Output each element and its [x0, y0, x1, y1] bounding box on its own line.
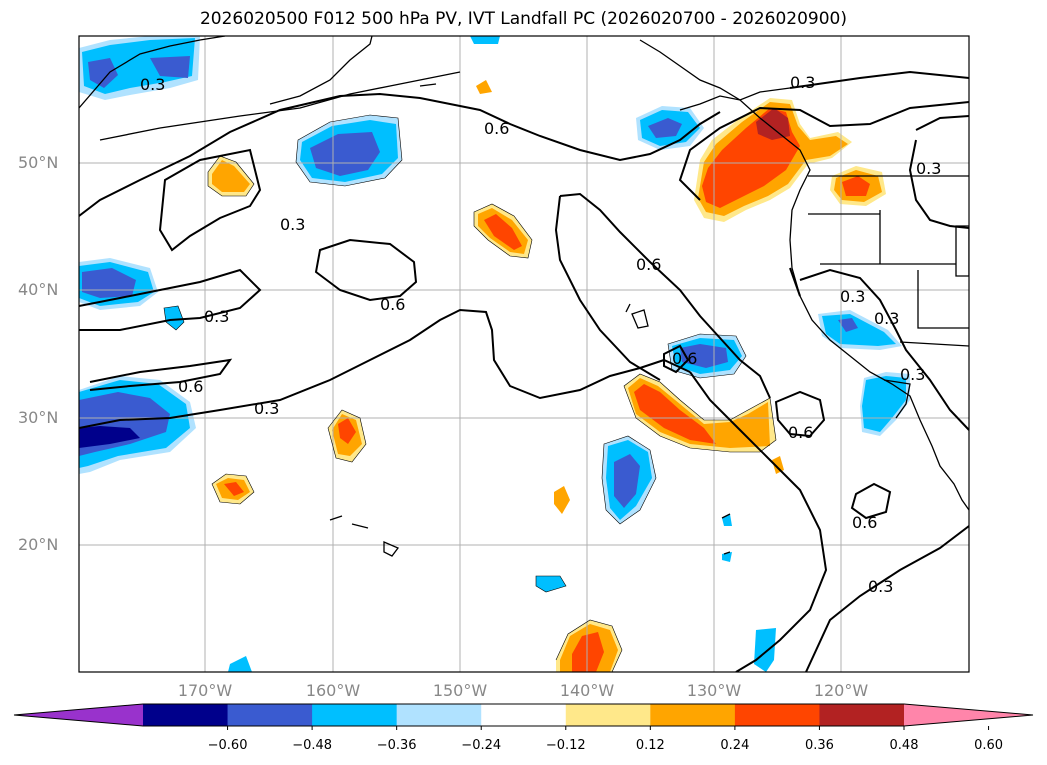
contour-0p6-long: [559, 192, 771, 399]
colorbar-segment: [650, 704, 736, 726]
colorbar-segment: [312, 704, 398, 726]
contour-0p6-west: [89, 358, 233, 391]
colorbar-segment: [143, 704, 229, 726]
contour-label: 0.3: [840, 287, 865, 306]
contour-0p6-se-b: [850, 482, 892, 520]
colorbar-tick-label: 0.36: [804, 738, 834, 753]
colorbar-tick-label: −0.36: [376, 738, 417, 753]
lon-label-170w: 170°W: [177, 681, 233, 700]
contour-label: 0.6: [852, 513, 877, 532]
contour-label: 0.6: [636, 255, 661, 274]
contour-label: 0.6: [788, 423, 813, 442]
colorbar-tick-label: 0.60: [974, 738, 1004, 753]
contour-label: 0.3: [204, 307, 229, 326]
colorbar-segment: [227, 704, 313, 726]
lon-label-150w: 150°W: [432, 681, 488, 700]
contour-label: 0.3: [874, 309, 899, 328]
contour-0p3-ne: [915, 115, 969, 131]
colorbar-segment: [481, 704, 567, 726]
lat-label-20n: 20°N: [18, 535, 59, 554]
colorbar-tick-label: 0.24: [720, 738, 750, 753]
lat-label-40n: 40°N: [18, 280, 59, 299]
map-background: [79, 36, 969, 672]
gridlines: [79, 36, 969, 672]
contour-label: 0.3: [916, 159, 941, 178]
colorbar-tick-label: −0.12: [545, 738, 586, 753]
contour-0p3-west: [158, 148, 262, 252]
blob-outlines: [163, 114, 777, 672]
colorbar-tick-label: −0.24: [461, 738, 502, 753]
contour-0p3-inland: [799, 268, 969, 431]
coastlines: [79, 36, 969, 557]
contour-0p3-inner: [789, 267, 801, 297]
lon-label-130w: 130°W: [686, 681, 742, 700]
contour-label: 0.3: [868, 577, 893, 596]
contour-0p3-sw: [805, 525, 969, 672]
lon-label-140w: 140°W: [559, 681, 615, 700]
contour-0p3-east: [789, 70, 969, 89]
colorbar-tick-label: −0.48: [292, 738, 333, 753]
contour-label: 0.3: [280, 215, 305, 234]
contour-0p6-se: [774, 390, 826, 438]
colorbar-tick-label: 0.48: [889, 738, 919, 753]
ivt-contours: [79, 70, 969, 672]
colorbar-segment: [819, 704, 905, 726]
contour-0p6-north: [79, 92, 721, 217]
shaded-field: [79, 36, 910, 672]
contour-0p3-ne-b: [908, 139, 969, 229]
contour-0p6-long-west: [554, 195, 661, 381]
map-frame: [78, 35, 970, 673]
lon-label-160w: 160°W: [305, 681, 361, 700]
contour-labels: 0.3 0.6 0.3 0.3 0.6 0.3 0.6 0.3 0.6 0.3 …: [140, 73, 941, 596]
colorbar-tick-label: −0.60: [207, 738, 248, 753]
contour-label: 0.6: [380, 295, 405, 314]
contour-label: 0.6: [484, 119, 509, 138]
contour-0p3-b: [79, 308, 691, 429]
contour-0p3-south: [689, 371, 828, 672]
colorbar: [13, 703, 1034, 730]
colorbar-segment: [396, 704, 482, 726]
colorbar-tick-label: 0.12: [635, 738, 665, 753]
contour-0p6-small: [663, 344, 690, 374]
lat-label-50n: 50°N: [18, 153, 59, 172]
plot-title: 2026020500 F012 500 hPa PV, IVT Landfall…: [199, 9, 847, 29]
contour-label: 0.3: [900, 365, 925, 384]
contour-0p6-east: [678, 101, 969, 201]
lon-label-120w: 120°W: [813, 681, 869, 700]
contour-label: 0.3: [790, 73, 815, 92]
colorbar-segment: [565, 704, 651, 726]
contour-label: 0.6: [178, 377, 203, 396]
colorbar-outline: [13, 703, 1034, 727]
contour-0p3-a: [79, 268, 262, 331]
contour-label: 0.3: [254, 399, 279, 418]
lat-label-30n: 30°N: [18, 408, 59, 427]
colorbar-extend-low: [14, 704, 143, 726]
colorbar-extend-high: [904, 704, 1033, 726]
colorbar-segment: [734, 704, 820, 726]
contour-0p6-mid: [314, 238, 418, 302]
contour-label: 0.3: [140, 75, 165, 94]
contour-label: 0.6: [672, 349, 697, 368]
